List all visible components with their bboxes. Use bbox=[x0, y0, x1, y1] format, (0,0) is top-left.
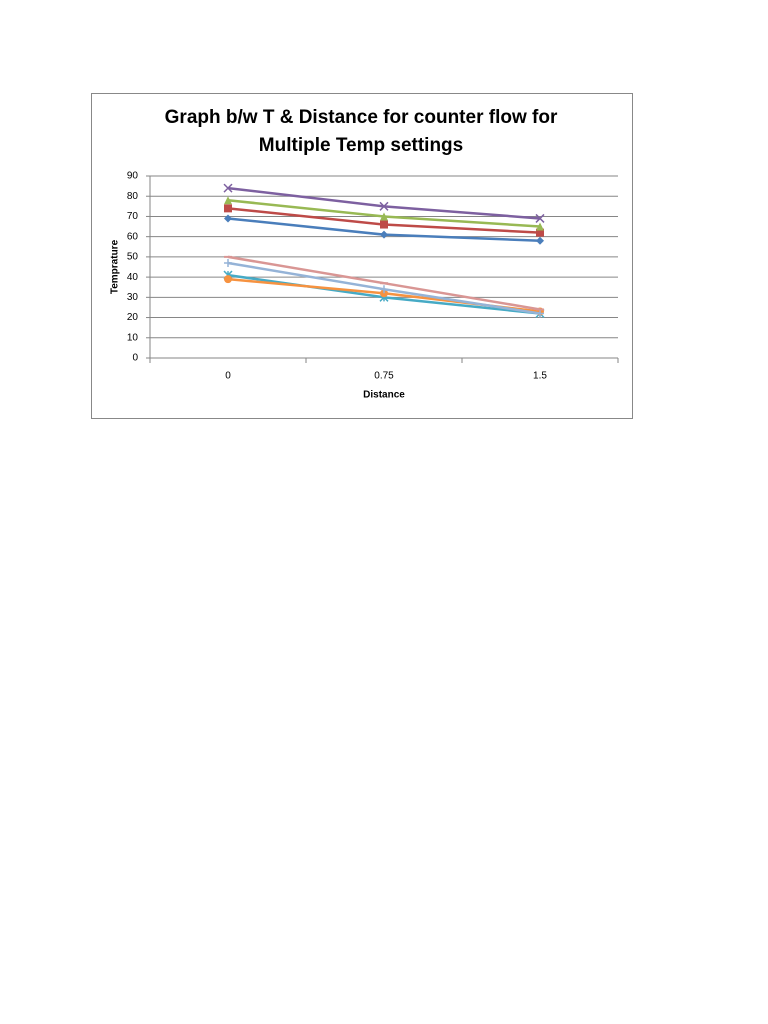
y-tick-label: 50 bbox=[127, 252, 139, 263]
marker bbox=[380, 212, 388, 221]
marker bbox=[379, 201, 389, 211]
y-tick-label: 10 bbox=[127, 332, 139, 343]
y-tick-label: 30 bbox=[127, 292, 139, 303]
x-tick-label: 1.5 bbox=[533, 371, 547, 382]
marker bbox=[536, 309, 544, 318]
y-tick-label: 90 bbox=[127, 171, 139, 182]
marker bbox=[224, 214, 232, 223]
marker bbox=[380, 285, 388, 294]
y-axis-label: Temprature bbox=[110, 239, 121, 294]
y-tick-label: 0 bbox=[132, 353, 138, 364]
chart-title: Graph b/w T & Distance for counter flow … bbox=[165, 107, 558, 128]
marker bbox=[380, 220, 388, 229]
x-tick-label: 0.75 bbox=[374, 371, 394, 382]
y-tick-label: 40 bbox=[127, 272, 139, 283]
marker bbox=[536, 222, 544, 231]
marker bbox=[535, 213, 545, 223]
chart-title: Multiple Temp settings bbox=[259, 135, 463, 156]
y-tick-label: 20 bbox=[127, 312, 139, 323]
y-tick-label: 80 bbox=[127, 191, 139, 202]
marker bbox=[224, 196, 232, 205]
y-tick-label: 70 bbox=[127, 211, 139, 222]
marker bbox=[224, 204, 232, 213]
chart-frame bbox=[91, 93, 633, 419]
marker bbox=[536, 236, 544, 245]
x-tick-label: 0 bbox=[225, 371, 231, 382]
x-axis-label: Distance bbox=[363, 390, 405, 401]
marker bbox=[380, 289, 388, 298]
marker bbox=[380, 230, 388, 239]
marker bbox=[224, 275, 232, 284]
marker bbox=[536, 228, 544, 237]
marker bbox=[224, 258, 232, 267]
y-tick-label: 60 bbox=[127, 231, 139, 242]
marker bbox=[223, 183, 233, 193]
